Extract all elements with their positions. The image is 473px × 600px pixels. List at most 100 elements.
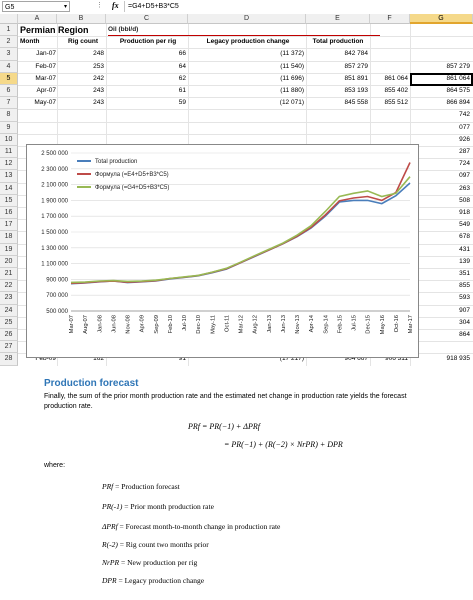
column-g-cell[interactable]: 866 894 (446, 99, 471, 107)
name-box[interactable]: G5 ▾ (2, 1, 70, 12)
column-header-a[interactable]: A (18, 14, 57, 24)
rig-count-cell[interactable]: 253 (93, 62, 104, 70)
legacy-change-cell[interactable]: (11 696) (280, 74, 304, 82)
total-production-cell[interactable]: 845 558 (344, 99, 369, 107)
rig-count-cell[interactable]: 242 (93, 74, 104, 82)
row-header-6[interactable]: 6 (0, 85, 18, 98)
production-chart[interactable]: 2 500 000 2 300 000 2 100 000 1 900 000 1 70… (26, 144, 419, 358)
column-g-partial-cell[interactable]: 678 (459, 233, 470, 241)
column-g-partial-cell[interactable]: 907 (459, 306, 470, 314)
column-g-partial-cell[interactable]: 287 (459, 148, 470, 155)
spreadsheet-grid[interactable]: A B C D E F G 1 2 3 4 5 6 7 8 9 10 11 12 13 14 15 16 17 18 19 20 21… (0, 14, 473, 367)
column-header-b[interactable]: B (57, 14, 106, 24)
column-g-cell[interactable]: 861 064 (446, 74, 471, 82)
legacy-change-cell[interactable]: (11 372) (280, 50, 304, 58)
header-rig-count[interactable]: Rig count (68, 38, 98, 46)
row-header-13[interactable]: 13 (0, 170, 18, 183)
column-g-cell[interactable]: 918 935 (446, 355, 471, 363)
row-header-16[interactable]: 16 (0, 207, 18, 220)
row-header-5[interactable]: 5 (0, 72, 18, 85)
row-header-14[interactable]: 14 (0, 182, 18, 195)
row-header-24[interactable]: 24 (0, 304, 18, 317)
row-header-20[interactable]: 20 (0, 255, 18, 268)
column-g-partial-cell[interactable]: 593 (459, 294, 470, 302)
production-per-rig-cell[interactable]: 59 (178, 99, 186, 107)
row-header-4[interactable]: 4 (0, 60, 18, 73)
production-per-rig-cell[interactable]: 66 (178, 50, 186, 58)
column-f-cell[interactable]: 861 064 (384, 74, 409, 82)
column-g-cell[interactable]: 864 575 (446, 87, 471, 94)
production-per-rig-cell[interactable]: 61 (178, 87, 186, 94)
row-header-12[interactable]: 12 (0, 158, 18, 171)
rig-count-cell[interactable]: 243 (93, 87, 104, 94)
column-g-partial-cell[interactable]: 864 (459, 331, 470, 338)
column-f-cell[interactable]: 906 311 (370, 353, 408, 365)
total-production-cell[interactable]: 904 667 (306, 353, 369, 365)
header-production-per-rig[interactable]: Production per rig (119, 38, 177, 46)
column-g-partial-cell[interactable]: 724 (459, 160, 470, 168)
insert-function-icon[interactable]: fx (112, 1, 119, 10)
row-header-7[interactable]: 7 (0, 97, 18, 110)
header-total-production[interactable]: Total production (312, 38, 364, 46)
column-header-c[interactable]: C (106, 14, 188, 24)
column-g-partial-cell[interactable]: 304 (459, 318, 470, 326)
production-per-rig-cell[interactable]: 62 (178, 74, 186, 82)
row-header-2[interactable]: 2 (0, 36, 18, 49)
legacy-change-cell[interactable]: (11 540) (280, 62, 304, 70)
column-header-e[interactable]: E (306, 14, 370, 24)
row-header-25[interactable]: 25 (0, 316, 18, 329)
row-header-23[interactable]: 23 (0, 292, 18, 305)
month-cell[interactable]: Mar-07 (35, 74, 56, 82)
row-header-21[interactable]: 21 (0, 268, 18, 281)
row-header-28[interactable]: 28 (0, 353, 18, 366)
column-g-partial-cell[interactable]: 549 (459, 221, 470, 229)
legacy-change-cell[interactable]: (11 880) (280, 87, 304, 94)
row-header-1[interactable]: 1 (0, 24, 18, 37)
row-header-15[interactable]: 15 (0, 194, 18, 207)
row-header-22[interactable]: 22 (0, 280, 18, 293)
column-g-cell[interactable]: 857 279 (446, 62, 471, 70)
row-header-27[interactable]: 27 (0, 341, 18, 354)
rig-count-cell[interactable]: 248 (93, 50, 104, 58)
unit-label[interactable]: Oil (bbl/d) (108, 26, 139, 33)
row-header-26[interactable]: 26 (0, 329, 18, 342)
header-legacy-change[interactable]: Legacy production change (206, 38, 290, 46)
column-g-partial-cell[interactable]: 855 (459, 282, 470, 290)
total-production-cell[interactable]: 857 279 (344, 62, 369, 70)
total-production-cell[interactable]: 851 891 (344, 74, 369, 82)
chevron-down-icon[interactable]: ▾ (63, 4, 67, 10)
region-title[interactable]: Permian Region (20, 25, 89, 35)
row-header-3[interactable]: 3 (0, 48, 18, 61)
column-f-cell[interactable]: 855 512 (384, 99, 409, 107)
month-cell[interactable]: May-07 (34, 99, 56, 107)
active-cell-g5[interactable] (410, 72, 473, 86)
row-header-8[interactable]: 8 (0, 109, 18, 122)
column-header-g[interactable]: G (410, 14, 473, 24)
column-f-cell[interactable] (370, 48, 408, 60)
column-g-partial-cell[interactable]: 431 (459, 245, 470, 253)
month-cell[interactable]: Jan-07 (36, 50, 56, 58)
legacy-change-cell[interactable]: (12 071) (279, 99, 304, 107)
column-g-partial-cell[interactable]: 139 (459, 257, 470, 265)
column-g-partial-cell[interactable]: 508 (459, 196, 470, 204)
column-f-cell[interactable]: 855 402 (384, 87, 409, 94)
column-g-partial-cell[interactable]: 263 (459, 184, 470, 192)
row-header-10[interactable]: 10 (0, 133, 18, 146)
month-cell[interactable]: Apr-07 (36, 87, 56, 94)
rig-count-cell[interactable]: 162 (60, 353, 104, 365)
column-header-d[interactable]: D (188, 14, 306, 24)
column-g-partial-cell[interactable]: 926 (459, 135, 470, 143)
column-g-partial-cell[interactable]: 077 (459, 123, 470, 131)
row-header-17[interactable]: 17 (0, 219, 18, 232)
column-g-partial-cell[interactable]: 918 (459, 209, 470, 216)
row-header-9[interactable]: 9 (0, 121, 18, 134)
row-header-19[interactable]: 19 (0, 243, 18, 256)
production-per-rig-cell[interactable]: 91 (108, 353, 186, 365)
header-month[interactable]: Month (20, 38, 40, 46)
month-cell[interactable]: Feb-07 (35, 62, 56, 70)
column-g-cell[interactable] (410, 48, 470, 60)
month-cell[interactable]: Feb-09 (20, 353, 56, 365)
total-production-cell[interactable]: 853 193 (344, 87, 369, 94)
column-g-partial-cell[interactable]: 742 (459, 111, 470, 119)
row-header-18[interactable]: 18 (0, 231, 18, 244)
